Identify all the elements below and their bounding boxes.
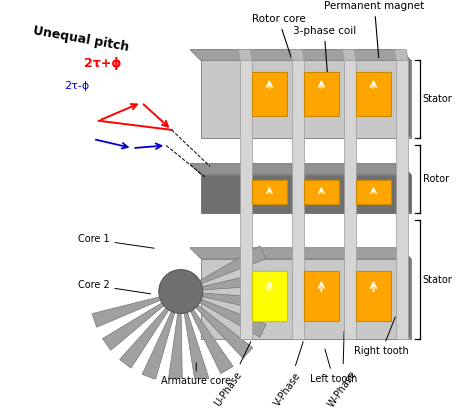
Bar	[356, 72, 391, 116]
Polygon shape	[291, 49, 304, 60]
Polygon shape	[394, 49, 408, 60]
Text: Armature core: Armature core	[161, 363, 231, 386]
Polygon shape	[190, 164, 411, 175]
Text: 2τ+ϕ: 2τ+ϕ	[84, 57, 121, 70]
Polygon shape	[400, 248, 411, 339]
Polygon shape	[190, 49, 411, 60]
Bar	[304, 180, 339, 204]
Polygon shape	[194, 304, 253, 358]
Bar	[252, 72, 287, 116]
Bar	[344, 60, 356, 339]
Bar	[252, 270, 287, 321]
Bar	[240, 60, 252, 339]
Text: Rotor core: Rotor core	[252, 14, 305, 58]
Bar	[201, 60, 411, 138]
Polygon shape	[190, 248, 411, 259]
Polygon shape	[119, 307, 170, 368]
Bar	[201, 259, 411, 339]
Polygon shape	[102, 302, 165, 350]
Text: W-Phase: W-Phase	[326, 331, 359, 409]
Bar	[304, 270, 339, 321]
Polygon shape	[201, 271, 272, 290]
Polygon shape	[198, 246, 266, 284]
Text: U-Phase: U-Phase	[213, 342, 251, 408]
Text: Right tooth: Right tooth	[355, 317, 409, 356]
Polygon shape	[400, 164, 411, 213]
Text: 2τ-ϕ: 2τ-ϕ	[64, 81, 89, 91]
Polygon shape	[400, 49, 411, 138]
Bar	[252, 270, 287, 321]
Text: Stator: Stator	[423, 94, 453, 104]
Polygon shape	[92, 296, 162, 327]
Bar	[356, 180, 391, 204]
Polygon shape	[198, 299, 266, 337]
Text: Core 1: Core 1	[78, 235, 154, 248]
Polygon shape	[168, 312, 182, 383]
Text: Rotor: Rotor	[423, 174, 449, 184]
Bar	[304, 72, 339, 116]
Text: Core 2: Core 2	[78, 280, 151, 294]
Text: Permanent magnet: Permanent magnet	[324, 1, 425, 58]
Bar	[252, 180, 287, 204]
Polygon shape	[190, 308, 233, 374]
Bar	[356, 270, 391, 321]
Polygon shape	[342, 49, 356, 60]
Polygon shape	[201, 293, 272, 312]
Text: Stator: Stator	[423, 275, 453, 285]
Text: Unequal pitch: Unequal pitch	[32, 24, 130, 53]
Circle shape	[159, 270, 203, 314]
Bar	[396, 60, 408, 339]
Text: V-Phase: V-Phase	[273, 342, 303, 409]
Text: 3-phase coil: 3-phase coil	[292, 26, 356, 88]
Bar	[201, 175, 411, 213]
Text: Left tooth: Left tooth	[310, 349, 357, 384]
Polygon shape	[142, 310, 175, 379]
Bar	[292, 60, 304, 339]
Polygon shape	[238, 49, 252, 60]
Polygon shape	[184, 311, 209, 382]
